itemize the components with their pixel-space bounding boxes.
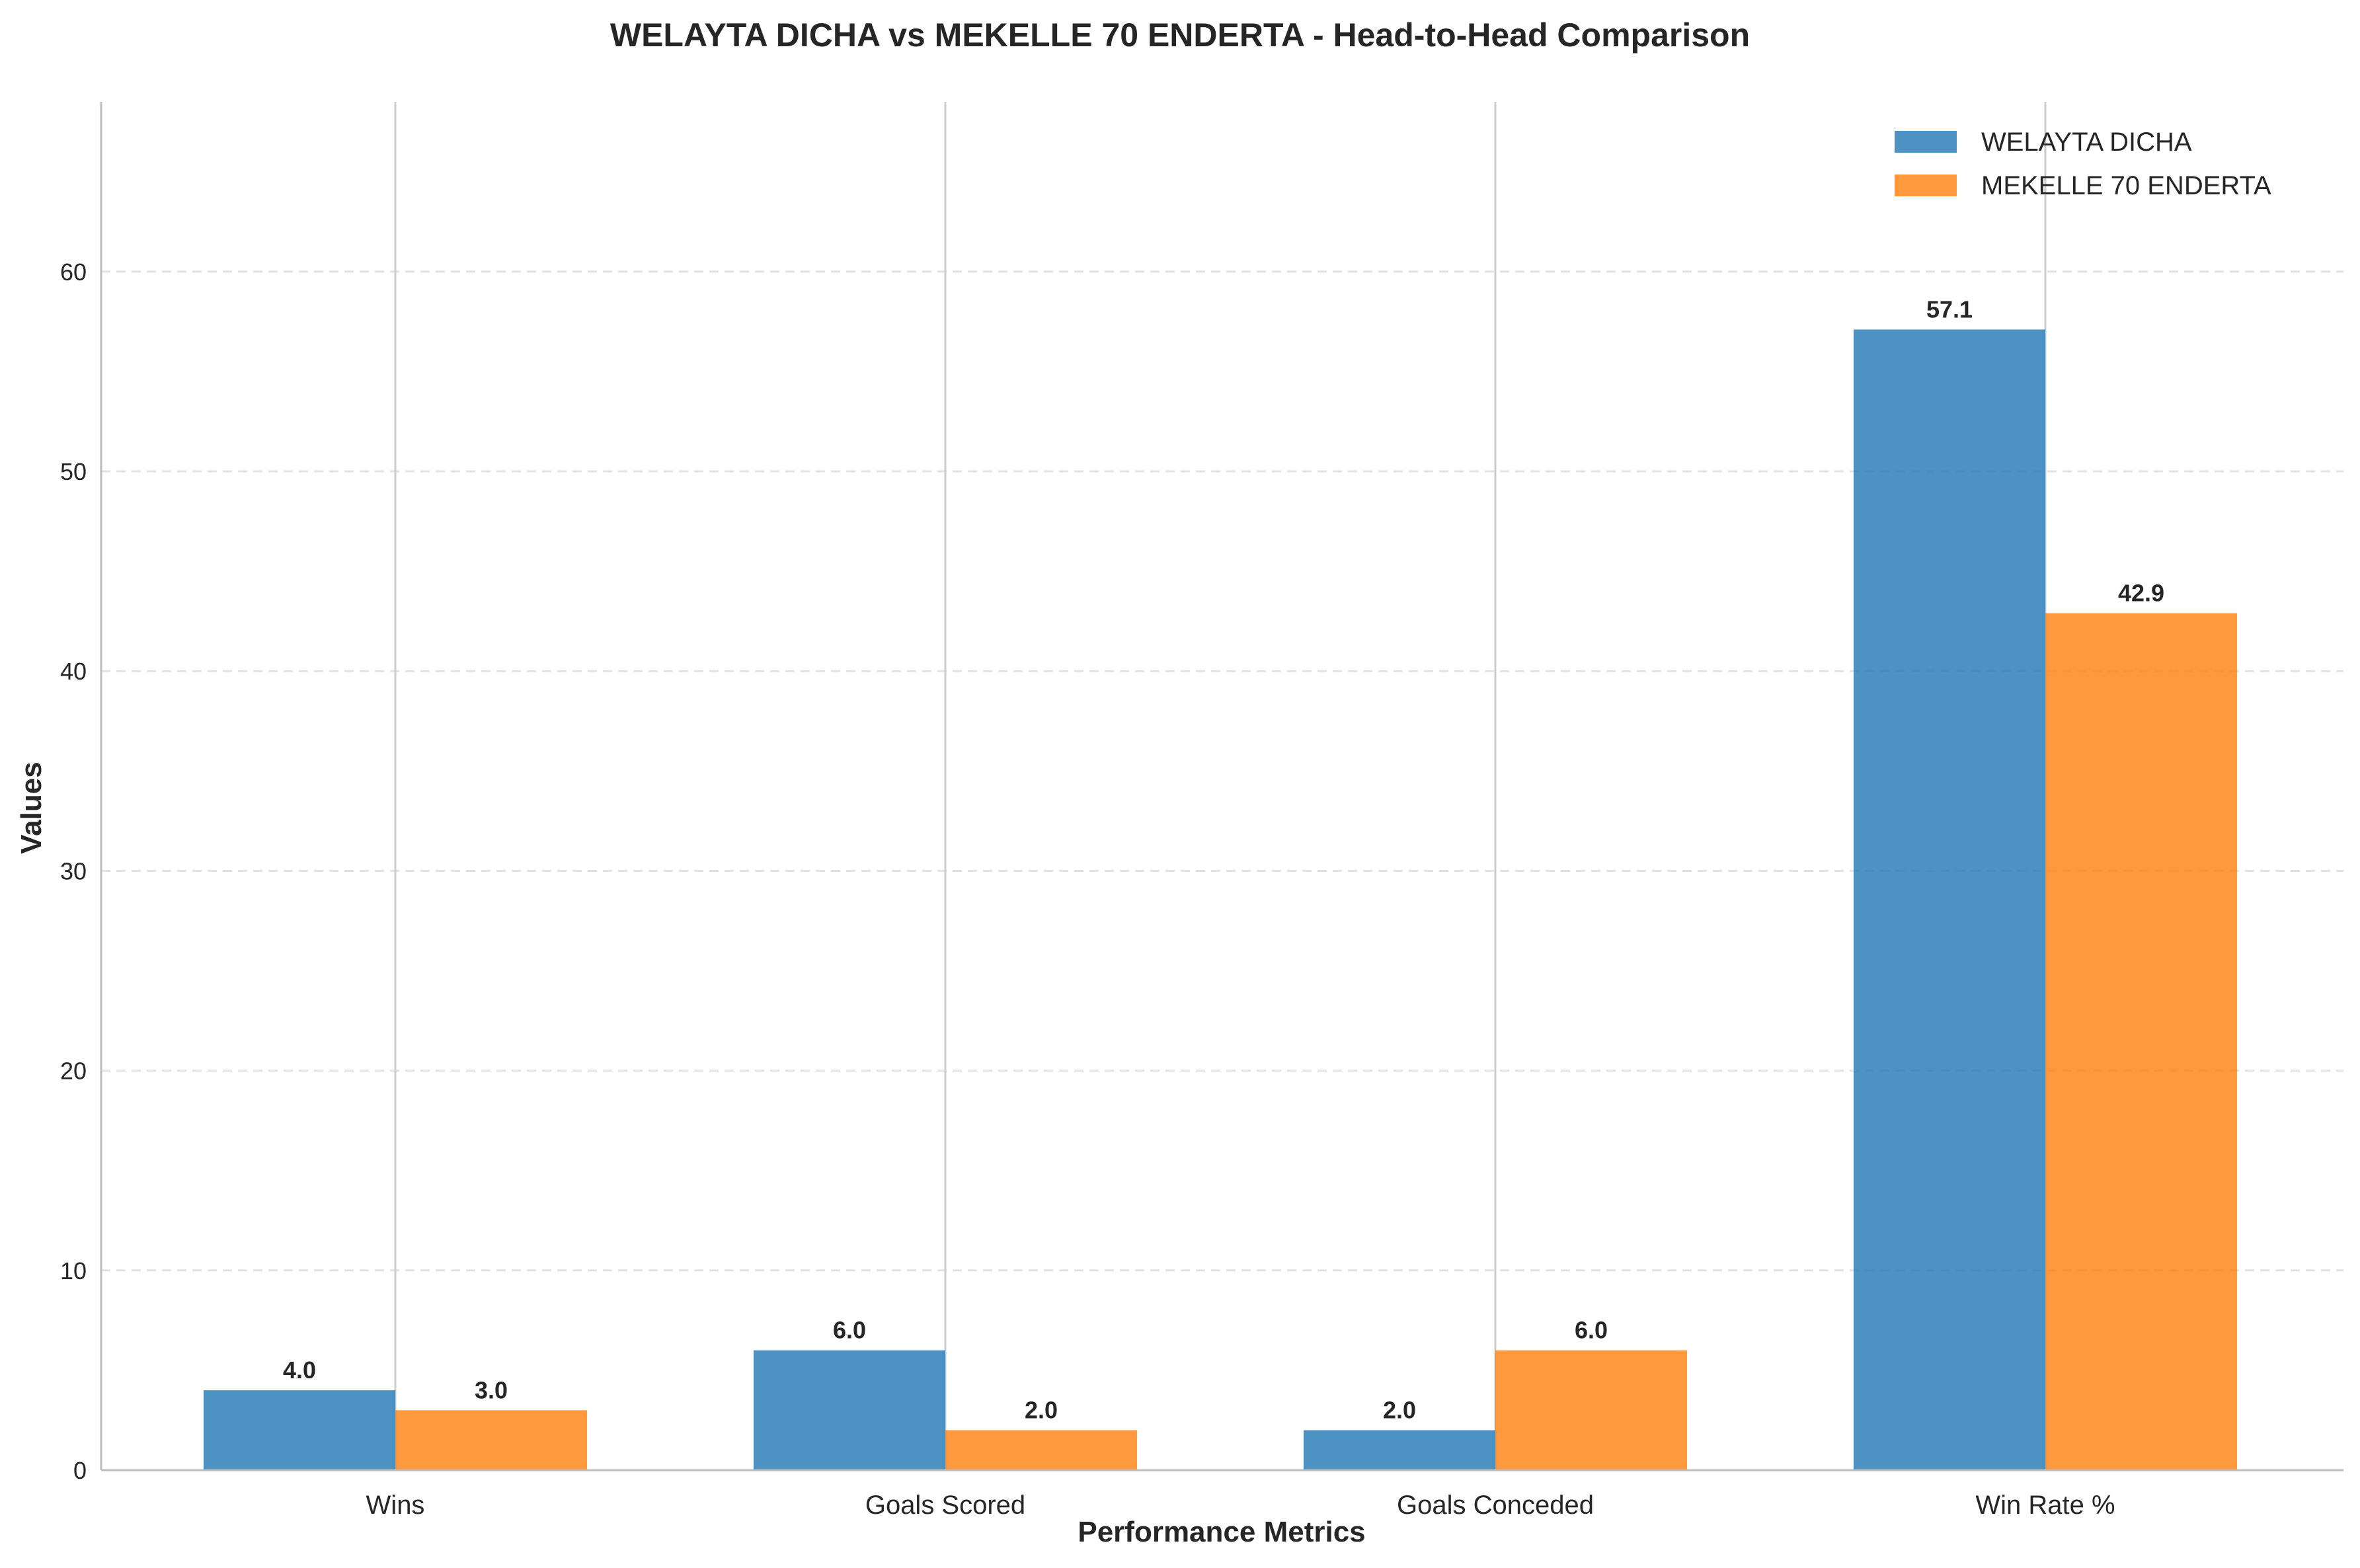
y-tick-label: 40	[60, 658, 87, 685]
bar	[1854, 329, 2045, 1470]
bar	[2045, 613, 2237, 1470]
y-tick-label: 20	[60, 1058, 87, 1085]
bar	[395, 1410, 587, 1470]
data-label: 2.0	[1025, 1397, 1058, 1424]
bars	[204, 329, 2237, 1470]
labels: 4.0 6.0 2.0 57.1 3.0 2.0 6.0 42.9 0 10 20 30 40 50 60 W…	[60, 258, 2164, 1520]
x-tick-label: Goals Scored	[865, 1491, 1025, 1520]
data-label: 3.0	[475, 1376, 508, 1403]
y-tick-label: 10	[60, 1257, 87, 1284]
legend-label: WELAYTA DICHA	[1981, 128, 2192, 157]
y-axis-label: Values	[15, 762, 48, 853]
axes	[100, 102, 2343, 1471]
x-tick-label: Win Rate %	[1975, 1491, 2115, 1520]
legend-swatch	[1895, 175, 1957, 196]
bar	[1304, 1430, 1495, 1470]
bar	[1495, 1350, 1687, 1470]
x-axis-label: Performance Metrics	[1078, 1516, 1365, 1548]
bar	[754, 1350, 945, 1470]
data-label: 42.9	[2118, 580, 2164, 607]
data-label: 6.0	[833, 1317, 866, 1344]
x-tick-label: Goals Conceded	[1397, 1491, 1594, 1520]
x-tick-label: Wins	[366, 1491, 425, 1520]
bar	[945, 1430, 1137, 1470]
y-tick-label: 50	[60, 458, 87, 485]
data-label: 6.0	[1575, 1317, 1608, 1344]
legend-label: MEKELLE 70 ENDERTA	[1981, 171, 2271, 200]
legend-swatch	[1895, 131, 1957, 153]
data-label: 57.1	[1926, 295, 1973, 323]
chart-title: WELAYTA DICHA vs MEKELLE 70 ENDERTA - He…	[610, 17, 1750, 54]
y-tick-label: 0	[73, 1457, 87, 1484]
y-tick-label: 60	[60, 258, 87, 286]
legend: WELAYTA DICHA MEKELLE 70 ENDERTA	[1895, 128, 2271, 200]
y-tick-label: 30	[60, 857, 87, 884]
bar	[204, 1390, 395, 1470]
data-label: 2.0	[1383, 1397, 1416, 1424]
data-label: 4.0	[283, 1356, 316, 1384]
